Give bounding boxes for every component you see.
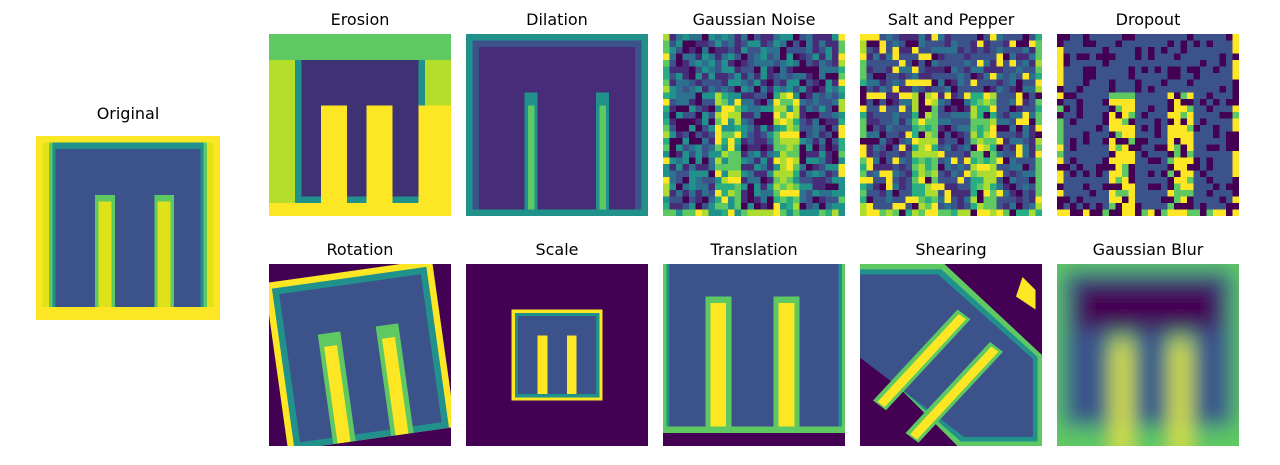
- image-translation: [663, 264, 845, 446]
- panel-gaussian-noise: Gaussian Noise: [663, 8, 845, 218]
- panel-dilation: Dilation: [466, 8, 648, 218]
- panel-title: Rotation: [326, 240, 394, 259]
- image-gaussian-blur: [1057, 264, 1239, 446]
- panel-scale: Scale: [466, 238, 648, 448]
- panel-salt-and-pepper: Salt and Pepper: [860, 8, 1042, 218]
- panel-title: Gaussian Blur: [1092, 240, 1204, 259]
- panel-title: Dilation: [526, 10, 588, 29]
- image-original: [36, 136, 220, 320]
- image-shearing: [860, 264, 1042, 446]
- image-rotation: [269, 264, 451, 446]
- panel-title: Gaussian Noise: [692, 10, 816, 29]
- image-gaussian-noise: [663, 34, 845, 216]
- panel-rotation: Rotation: [269, 238, 451, 448]
- image-dropout: [1057, 34, 1239, 216]
- panel-original: Original: [36, 104, 220, 324]
- panel-title: Original: [96, 104, 160, 123]
- panel-title: Scale: [535, 240, 579, 259]
- panel-translation: Translation: [663, 238, 845, 448]
- image-salt-and-pepper: [860, 34, 1042, 216]
- image-dilation: [466, 34, 648, 216]
- image-erosion: [269, 34, 451, 216]
- image-scale: [466, 264, 648, 446]
- panel-title: Erosion: [330, 10, 390, 29]
- panel-title: Salt and Pepper: [887, 10, 1015, 29]
- panel-shearing: Shearing: [860, 238, 1042, 448]
- panel-gaussian-blur: Gaussian Blur: [1057, 238, 1239, 448]
- panel-title: Dropout: [1115, 10, 1181, 29]
- panel-title: Translation: [710, 240, 798, 259]
- panel-erosion: Erosion: [269, 8, 451, 218]
- panel-title: Shearing: [915, 240, 987, 259]
- panel-dropout: Dropout: [1057, 8, 1239, 218]
